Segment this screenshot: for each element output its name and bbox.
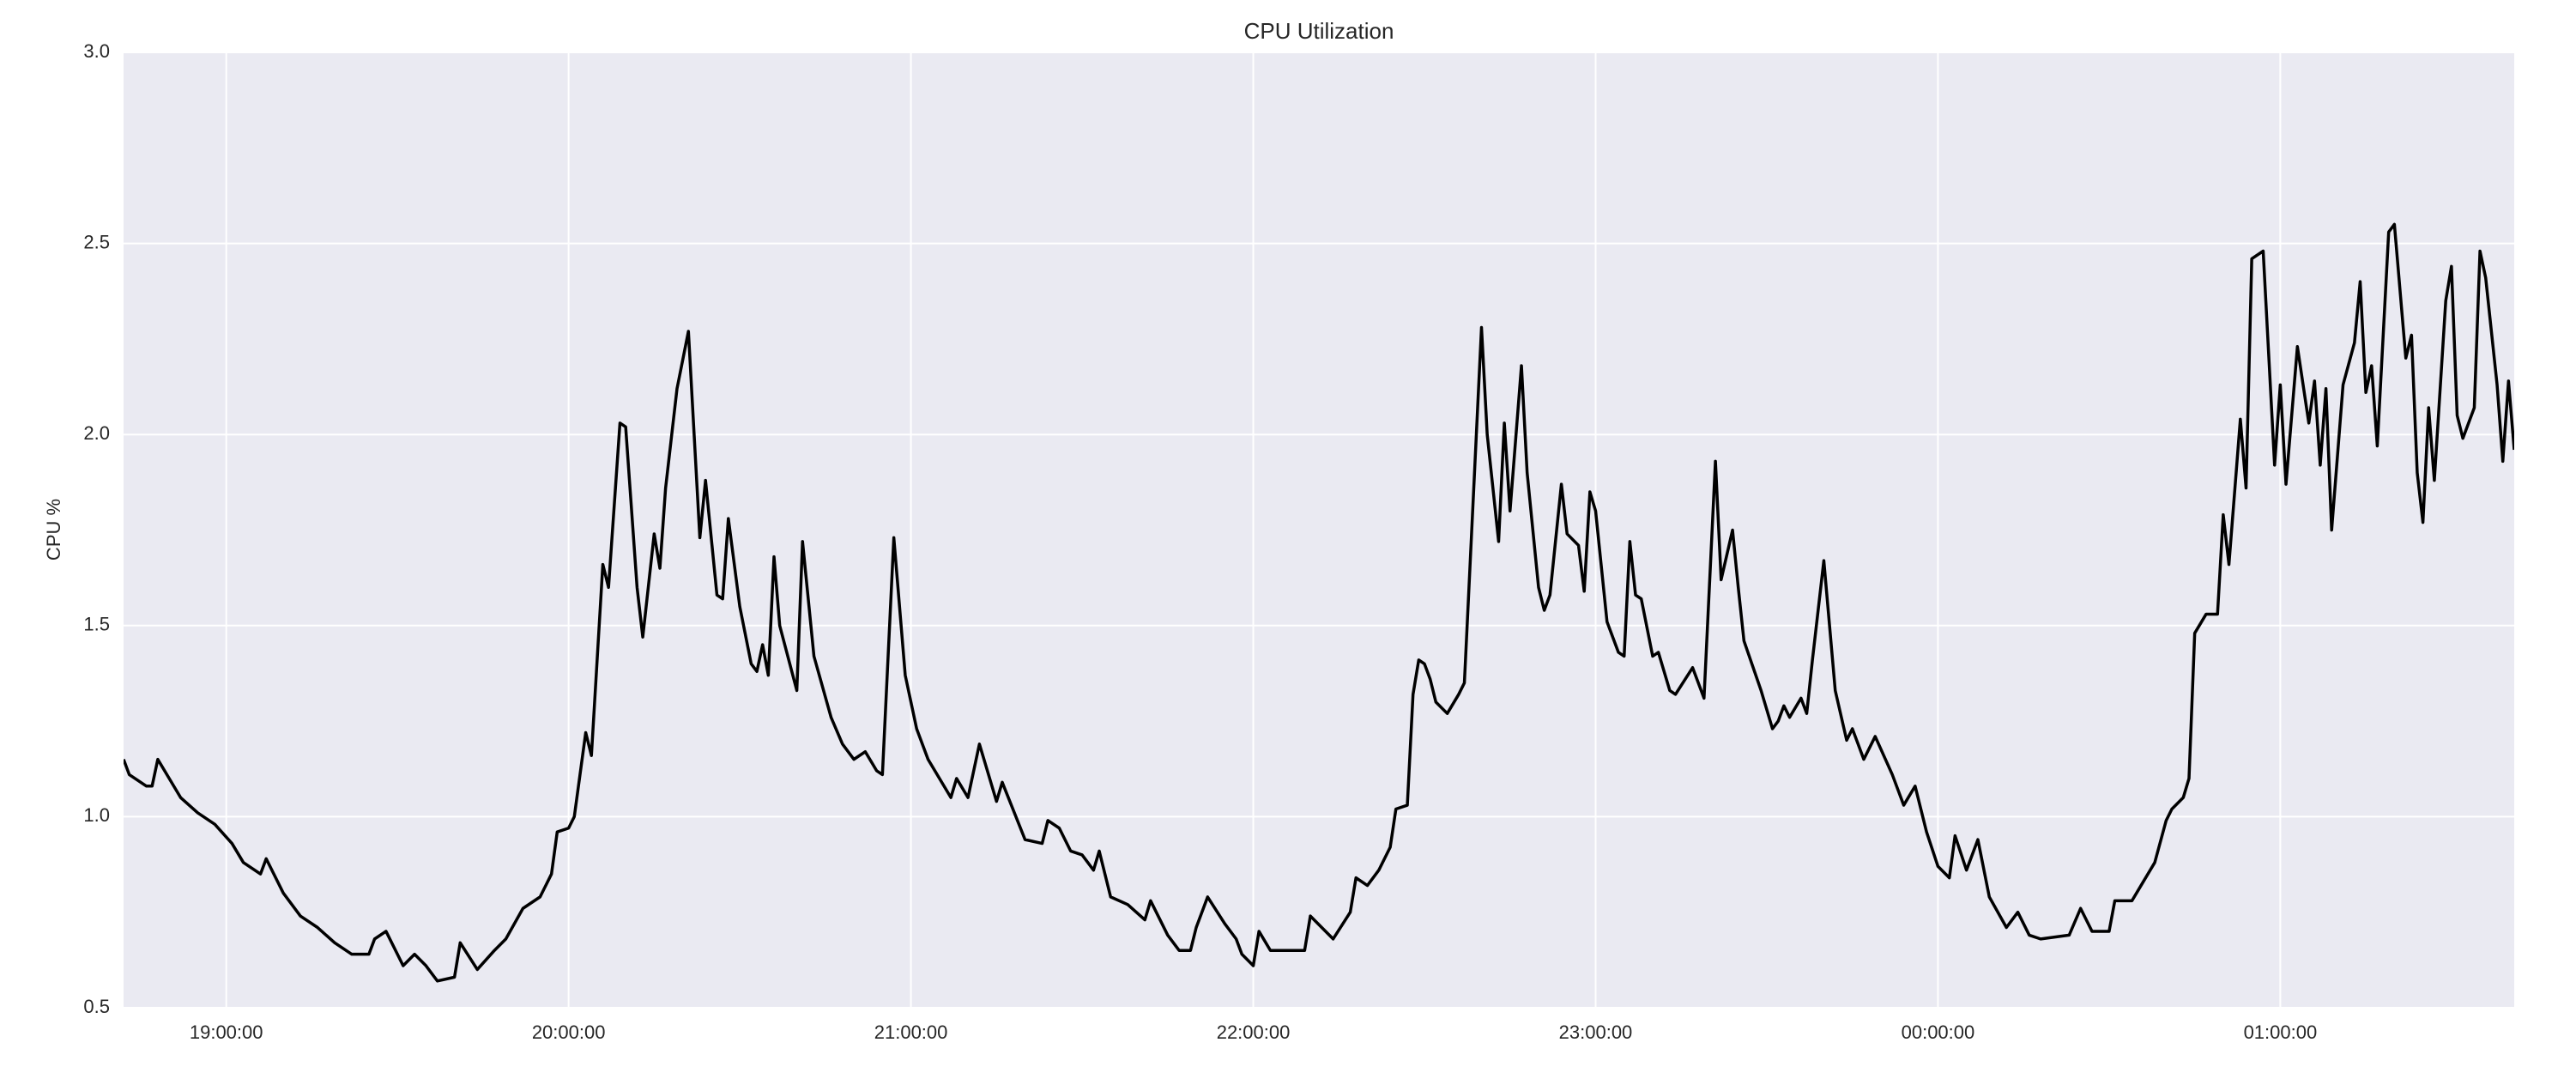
marks [124,222,2514,983]
y-tick-label: 1.5 [83,614,110,635]
plot-background [124,52,2514,1008]
y-tick-label: 0.5 [83,996,110,1017]
y-tick-label: 3.0 [83,40,110,62]
y-tick-label: 1.0 [83,804,110,826]
chart-title: CPU Utilization [1244,18,1394,44]
x-tick-label: 23:00:00 [1559,1021,1633,1043]
x-tick-label: 19:00:00 [190,1021,263,1043]
x-tick-label: 01:00:00 [2244,1021,2318,1043]
y-tick-label: 2.0 [83,422,110,444]
x-tick-label: 20:00:00 [532,1021,606,1043]
y-tick-label: 2.5 [83,231,110,252]
x-tick-label: 00:00:00 [1902,1021,1975,1043]
grid [124,52,2514,1009]
line-series [124,222,2514,983]
y-axis-label: CPU % [43,499,64,561]
x-tick-label: 22:00:00 [1217,1021,1291,1043]
x-tick-label: 21:00:00 [874,1021,948,1043]
